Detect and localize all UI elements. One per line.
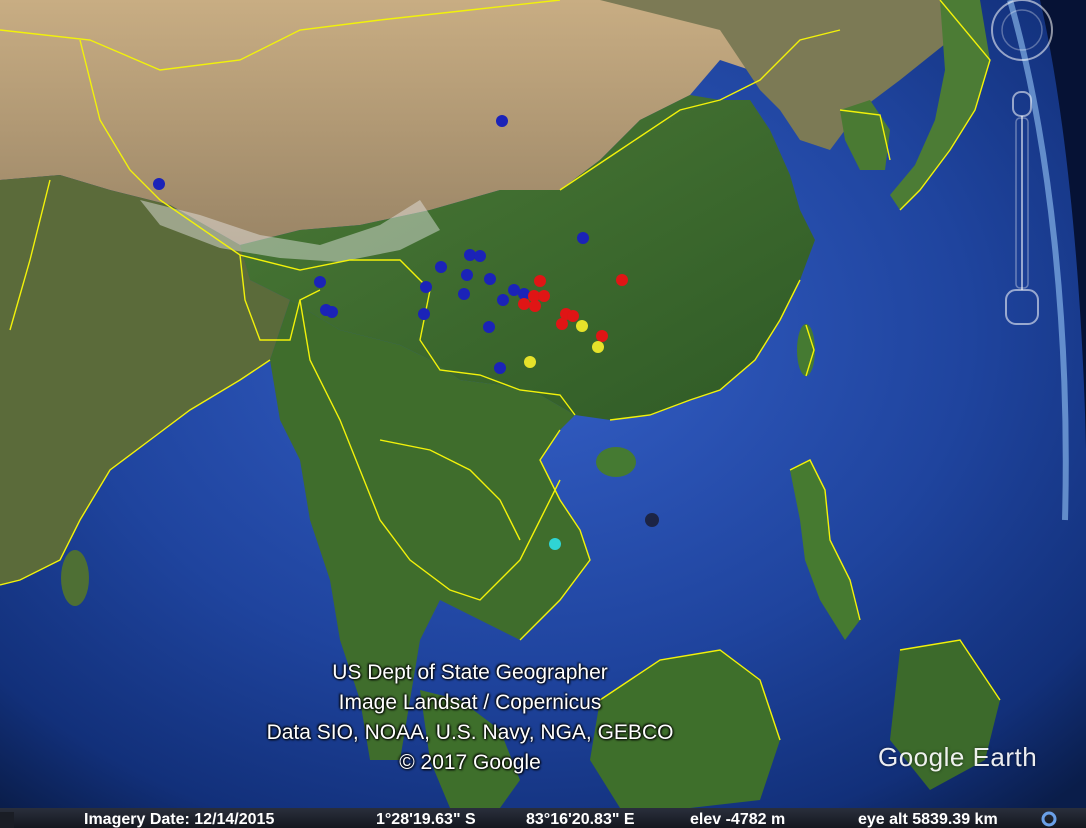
land-korea xyxy=(840,100,890,170)
placemark-blue[interactable] xyxy=(518,288,530,300)
attribution-line: US Dept of State Geographer xyxy=(332,661,608,684)
attribution-line: © 2017 Google xyxy=(399,751,541,774)
land-northern-desert xyxy=(0,0,780,245)
look-joystick-icon[interactable] xyxy=(991,0,1053,61)
placemark-blue[interactable] xyxy=(435,261,447,273)
placemark-blue[interactable] xyxy=(508,284,520,296)
placemark-red[interactable] xyxy=(528,290,540,302)
placemark-red[interactable] xyxy=(534,275,546,287)
placemark-blue[interactable] xyxy=(497,294,509,306)
placemark-blue[interactable] xyxy=(494,362,506,374)
placemark-red[interactable] xyxy=(596,330,608,342)
placemark-yellow[interactable] xyxy=(592,341,604,353)
attribution-line: Data SIO, NOAA, U.S. Navy, NGA, GEBCO xyxy=(266,721,674,744)
status-bar: Imagery Date: 12/14/2015 1°28'19.63" S 8… xyxy=(0,808,1086,828)
land-china xyxy=(240,95,815,420)
longitude-readout: 83°16'20.83" E xyxy=(526,811,635,828)
placemark-blue[interactable] xyxy=(418,308,430,320)
placemark-blue[interactable] xyxy=(314,276,326,288)
placemark-blue[interactable] xyxy=(458,288,470,300)
land-hainan xyxy=(596,447,636,477)
placemark-blue[interactable] xyxy=(464,249,476,261)
placemark-red[interactable] xyxy=(518,298,530,310)
placemark-red[interactable] xyxy=(567,310,579,322)
placemark-blue[interactable] xyxy=(483,321,495,333)
navigation-controls[interactable] xyxy=(976,0,1056,340)
land-sulawesi xyxy=(890,640,1000,790)
country-borders xyxy=(0,0,1001,741)
logo-earth-text: Earth xyxy=(964,742,1038,772)
imagery-date: Imagery Date: 12/14/2015 xyxy=(84,811,275,828)
land-northeast xyxy=(600,0,960,150)
placemark-layer xyxy=(153,115,659,550)
placemark-blue[interactable] xyxy=(153,178,165,190)
land-philippines xyxy=(790,460,860,640)
placemark-red[interactable] xyxy=(529,300,541,312)
placemark-blue[interactable] xyxy=(461,269,473,281)
eye-altitude-readout: eye alt 5839.39 km xyxy=(858,811,998,828)
placemark-blue[interactable] xyxy=(484,273,496,285)
search-magnifier-icon[interactable] xyxy=(1040,810,1058,828)
land-india xyxy=(0,175,290,585)
placemark-blue[interactable] xyxy=(474,250,486,262)
placemark-blue[interactable] xyxy=(577,232,589,244)
placemark-red[interactable] xyxy=(538,290,550,302)
attribution-line: Image Landsat / Copernicus xyxy=(338,691,602,714)
google-earth-logo: Google Earth xyxy=(878,742,1037,773)
elevation-readout: elev -4782 m xyxy=(690,811,786,828)
logo-google-text: Google xyxy=(878,742,965,772)
placemark-cyan[interactable] xyxy=(549,538,561,550)
land-indochina xyxy=(270,300,590,760)
sea-feature xyxy=(645,513,659,527)
placemark-yellow[interactable] xyxy=(524,356,536,368)
land-taiwan xyxy=(797,324,815,376)
map-attribution: US Dept of State Geographer Image Landsa… xyxy=(0,658,940,778)
placemark-blue[interactable] xyxy=(420,281,432,293)
placemark-red[interactable] xyxy=(556,318,568,330)
land-malay-peninsula xyxy=(420,690,520,808)
status-bar-corner xyxy=(0,812,14,828)
land-japan xyxy=(890,0,990,210)
land-sri-lanka xyxy=(61,550,89,606)
himalaya-snow xyxy=(140,200,440,262)
space-edge xyxy=(1040,0,1086,560)
placemark-blue[interactable] xyxy=(326,306,338,318)
placemark-red[interactable] xyxy=(616,274,628,286)
land-borneo xyxy=(590,650,780,808)
placemark-yellow[interactable] xyxy=(576,320,588,332)
zoom-slider-icon[interactable] xyxy=(1005,91,1039,325)
latitude-readout: 1°28'19.63" S xyxy=(376,811,476,828)
placemark-blue[interactable] xyxy=(496,115,508,127)
